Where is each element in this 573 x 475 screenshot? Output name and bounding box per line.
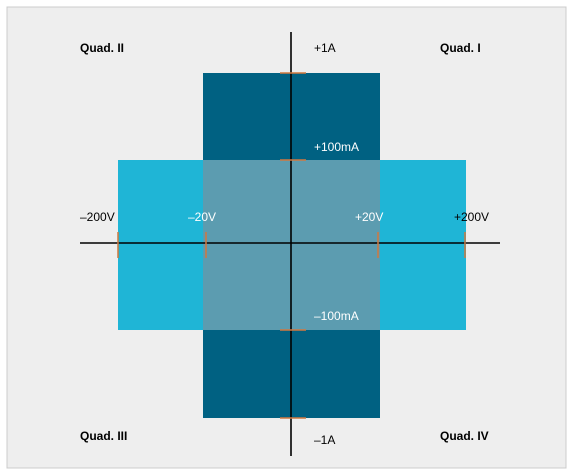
label-pos-1a: +1A bbox=[314, 41, 336, 55]
label-pos-100ma: +100mA bbox=[314, 140, 359, 154]
label-neg-100ma: –100mA bbox=[314, 309, 359, 323]
quadrant-label-2: Quad. II bbox=[80, 41, 124, 55]
label-neg-20v: –20V bbox=[188, 210, 216, 224]
quadrant-label-3: Quad. III bbox=[80, 429, 127, 443]
quadrant-label-4: Quad. IV bbox=[440, 429, 489, 443]
label-neg-200v: –200V bbox=[80, 210, 115, 224]
label-pos-200v: +200V bbox=[454, 210, 489, 224]
quadrant-label-1: Quad. I bbox=[440, 41, 481, 55]
label-pos-20v: +20V bbox=[355, 210, 383, 224]
label-neg-1a: –1A bbox=[314, 433, 335, 447]
